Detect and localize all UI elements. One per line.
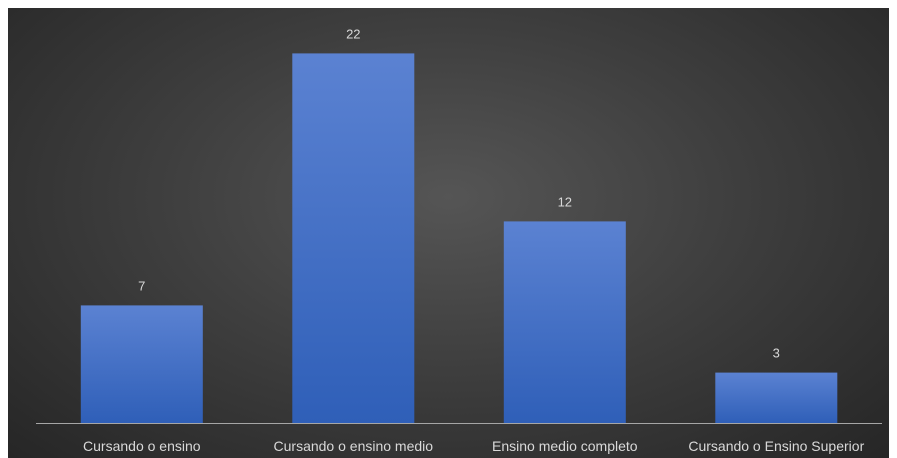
bar-2 — [292, 53, 415, 424]
x-tick-labels-group: Cursando o ensino Cursando o ensino medio… — [83, 438, 865, 454]
bars-group — [80, 53, 838, 424]
data-label-1: 7 — [138, 278, 145, 293]
x-tick-label-4: Cursando o Ensino Superior — [688, 438, 864, 454]
bar-4 — [715, 372, 838, 423]
x-tick-label-1: Cursando o ensino — [83, 438, 201, 454]
bar-1 — [80, 305, 203, 423]
data-label-4: 3 — [773, 346, 780, 361]
x-tick-label-2: Cursando o ensino medio — [274, 438, 434, 454]
data-label-2: 22 — [346, 26, 360, 41]
chart-area: 7 22 12 3 Cursando o ensino Cursando o ensin… — [8, 8, 889, 458]
x-tick-label-3: Ensino medio completo — [492, 438, 638, 454]
data-label-3: 12 — [558, 194, 572, 209]
bar-3 — [503, 221, 626, 423]
data-labels-group: 7 22 12 3 — [138, 26, 780, 360]
